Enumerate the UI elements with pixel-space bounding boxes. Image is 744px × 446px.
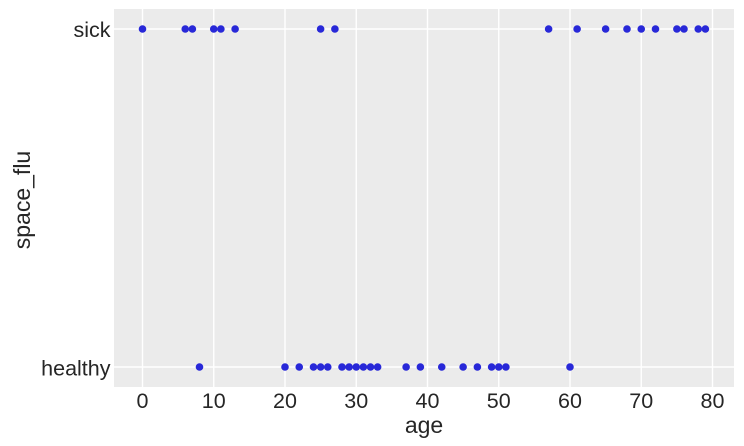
svg-text:healthy: healthy xyxy=(41,357,111,381)
svg-text:80: 80 xyxy=(701,389,725,413)
svg-text:age: age xyxy=(405,412,443,438)
svg-text:60: 60 xyxy=(558,389,582,413)
svg-text:30: 30 xyxy=(344,389,368,413)
svg-text:space_flu: space_flu xyxy=(9,151,35,249)
svg-text:20: 20 xyxy=(273,389,297,413)
svg-text:0: 0 xyxy=(137,389,149,413)
svg-text:10: 10 xyxy=(202,389,226,413)
svg-text:40: 40 xyxy=(416,389,440,413)
svg-text:70: 70 xyxy=(629,389,653,413)
svg-text:sick: sick xyxy=(73,18,110,42)
svg-text:50: 50 xyxy=(487,389,511,413)
